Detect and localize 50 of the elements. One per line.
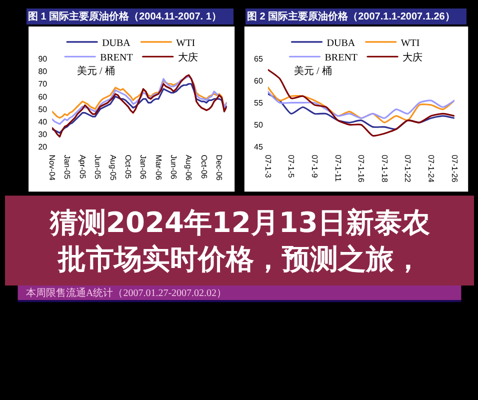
x-tick-label: 07-1-9 xyxy=(310,154,319,178)
text: 猜测2024年12月13日新泰农批市场实时价格，预测之旅， xyxy=(49,206,430,276)
x-tick-label: Aug-06 xyxy=(184,154,194,182)
y-tick-label: 60 xyxy=(254,76,264,86)
x-tick-label: Apr-05 xyxy=(78,154,87,180)
legend-label: BRENT xyxy=(100,52,133,64)
line-series xyxy=(52,74,227,138)
legend-label: WTI xyxy=(400,38,420,49)
x-tick-label: Mar-06 xyxy=(154,154,163,181)
y-tick-label: 90 xyxy=(38,54,48,64)
y-tick-label: 50 xyxy=(38,104,48,114)
x-tick-label: Oct-06 xyxy=(199,154,208,180)
legend-label: BRENT xyxy=(324,52,358,64)
x-tick-label: 07-1-26 xyxy=(450,154,459,183)
y-tick-label: 70 xyxy=(38,80,48,89)
y-axis-title: 美元 / 桶 xyxy=(77,65,115,77)
legend-label: DUBA xyxy=(326,38,356,49)
y-axis-title: 美元 / 桶 xyxy=(294,65,332,77)
y-tick-label: 80 xyxy=(38,67,48,76)
text: 本周限售流通A统计（2007.01.27-2007.02.02） xyxy=(26,287,227,299)
y-tick-label: 55 xyxy=(254,98,264,108)
x-tick-label: 07-1-24 xyxy=(426,154,436,183)
x-tick-label: 07-1-18 xyxy=(380,154,389,183)
y-tick-label: 20 xyxy=(38,142,48,152)
x-tick-label: 07-1-16 xyxy=(356,154,366,183)
legend-label: 大庆 xyxy=(178,52,198,64)
x-tick-label: Jan-06 xyxy=(138,154,148,180)
legend-label: WTI xyxy=(176,38,196,49)
y-tick-label: 50 xyxy=(254,120,264,130)
x-tick-label: Nov-04 xyxy=(47,154,56,182)
x-tick-label: 07-1-3 xyxy=(263,154,272,178)
legend-label: 大庆 xyxy=(402,52,423,64)
x-tick-label: 07-1-5 xyxy=(286,154,296,178)
y-tick-label: 60 xyxy=(38,92,48,102)
x-tick-label: Aug-05 xyxy=(108,154,118,182)
x-tick-label: Oct-05 xyxy=(123,154,132,180)
x-tick-label: Jun-06 xyxy=(168,154,178,180)
x-tick-label: 07-1-11 xyxy=(333,154,342,182)
y-tick-label: 40 xyxy=(38,117,48,126)
x-tick-label: 07-1-22 xyxy=(403,154,412,183)
legend-label: DUBA xyxy=(102,38,132,49)
x-tick-label: Jun-05 xyxy=(93,154,102,180)
y-tick-label: 30 xyxy=(38,130,48,139)
y-tick-label: 65 xyxy=(254,54,264,64)
y-tick-label: 45 xyxy=(254,142,264,152)
x-tick-label: Dec-06 xyxy=(214,154,224,182)
line-series xyxy=(268,93,454,130)
chart-title: 图 1 国际主要原油价格（2004.11-2007. 1） xyxy=(28,10,222,22)
x-tick-label: Jan-05 xyxy=(62,154,72,180)
chart-title: 图 2 国际主要原油价格（2007.1.1-2007.1.26） xyxy=(247,10,455,22)
